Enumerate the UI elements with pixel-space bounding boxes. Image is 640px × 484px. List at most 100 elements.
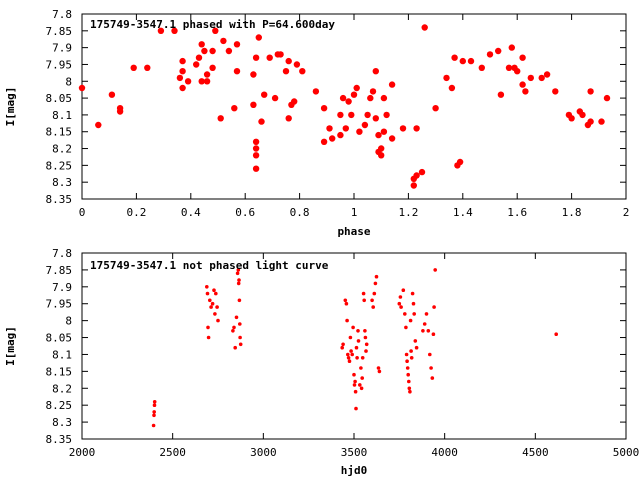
phased-data-point: [255, 34, 262, 41]
phased-data-point: [356, 128, 363, 135]
unphased-data-point: [426, 329, 431, 333]
unphased-data-point: [413, 339, 418, 343]
phased-data-point: [203, 78, 211, 85]
unphased-data-point: [209, 305, 213, 309]
unphased-data-point: [363, 329, 367, 333]
unphased-data-point: [341, 342, 345, 347]
phased-data-point: [399, 125, 407, 132]
phased-data-point: [252, 138, 260, 145]
phased-data-point: [209, 64, 216, 72]
phased-data-point: [350, 91, 358, 98]
phased-data-point: [108, 91, 116, 98]
phased-data-point: [337, 131, 344, 139]
x-tick-label: 0.4: [181, 206, 201, 219]
unphased-data-point: [406, 372, 411, 377]
unphased-data-point: [405, 359, 409, 364]
unphased-data-point: [354, 345, 359, 350]
phased-data-point: [456, 158, 464, 166]
unphased-data-point: [353, 379, 357, 384]
x-tick-label: 4500: [522, 446, 549, 459]
y-tick-label: 8.3: [52, 416, 72, 429]
phased-data-point: [603, 94, 611, 102]
unphased-data-point: [212, 288, 216, 293]
phased-data-point: [459, 57, 466, 65]
x-tick-label: 0.6: [235, 206, 255, 219]
phased-data-point: [176, 74, 184, 82]
unphased-data-point: [431, 332, 436, 337]
unphased-data-point: [231, 329, 235, 333]
unphased-data-point: [429, 366, 433, 370]
phased-data-point: [144, 64, 151, 72]
unphased-data-point: [371, 305, 376, 309]
unphased-data-point: [403, 312, 407, 316]
y-tick-label: 8.2: [52, 143, 72, 156]
phased-data-point: [252, 54, 260, 61]
y-tick-label: 8.25: [46, 159, 73, 172]
x-tick-label: 5000: [613, 446, 640, 459]
phased-data-point: [443, 74, 450, 82]
unphased-data-point: [376, 366, 381, 370]
unphased-data-point: [356, 339, 361, 343]
phased-data-point: [587, 88, 594, 95]
phased-data-point: [320, 138, 328, 145]
x-tick-label: 1.2: [398, 206, 418, 219]
unphased-data-point: [412, 312, 417, 316]
y-tick-label: 8.15: [46, 126, 73, 139]
phased-data-point: [579, 111, 586, 119]
unphased-data-point: [232, 325, 236, 330]
data-points: [151, 268, 558, 428]
phased-data-point: [326, 125, 333, 132]
unphased-data-point: [373, 281, 378, 286]
y-tick-label: 8.1: [52, 348, 72, 361]
phased-data-point: [505, 64, 513, 72]
x-tick-label: 2: [623, 206, 630, 219]
y-tick-label: 7.8: [52, 8, 72, 21]
unphased-data-point: [397, 301, 402, 306]
x-tick-label: 0: [79, 206, 86, 219]
phased-data-point: [378, 145, 385, 152]
phased-data-point: [432, 105, 439, 112]
unphased-data-point: [432, 305, 436, 309]
phased-data-point: [212, 27, 219, 34]
phased-data-point: [598, 118, 605, 125]
phased-data-point: [568, 115, 575, 122]
unphased-data-point: [353, 389, 358, 394]
unphased-data-point: [398, 295, 403, 299]
phased-data-point: [285, 57, 292, 65]
unphased-data-point: [364, 349, 368, 353]
unphased-data-point: [206, 325, 210, 330]
unphased-data-point: [234, 315, 239, 320]
y-tick-label: 8.35: [46, 193, 73, 206]
phased-data-point: [261, 91, 268, 98]
phased-data-point: [250, 101, 257, 109]
unphased-data-point: [236, 268, 241, 272]
y-tick-label: 8.15: [46, 365, 73, 378]
unphased-data-point: [237, 278, 241, 282]
phased-data-point: [285, 115, 292, 122]
phased-data-point: [418, 168, 426, 176]
phased-data-point: [514, 68, 521, 75]
phased-data-point: [320, 105, 328, 112]
phased-data-point: [413, 172, 420, 179]
phased-data-point: [486, 51, 494, 58]
phased-data-point: [421, 24, 428, 31]
phased-data-point: [299, 68, 306, 75]
unphased-data-point: [152, 413, 156, 418]
phased-data-point: [231, 105, 238, 112]
unphased-data-point: [352, 383, 357, 387]
phased-data-point: [495, 47, 502, 55]
unphased-data-point: [346, 352, 350, 357]
unphased-data-point: [433, 268, 438, 272]
unphased-data-point: [554, 332, 558, 337]
data-points: [78, 24, 611, 189]
phased-data-point: [372, 115, 379, 122]
unphased-data-point: [399, 305, 403, 309]
phased-data-point: [508, 44, 515, 51]
y-tick-label: 8.35: [46, 433, 73, 446]
unphased-data-point: [405, 366, 410, 370]
phased-data-point: [448, 84, 456, 92]
unphased-data-point: [151, 423, 156, 428]
